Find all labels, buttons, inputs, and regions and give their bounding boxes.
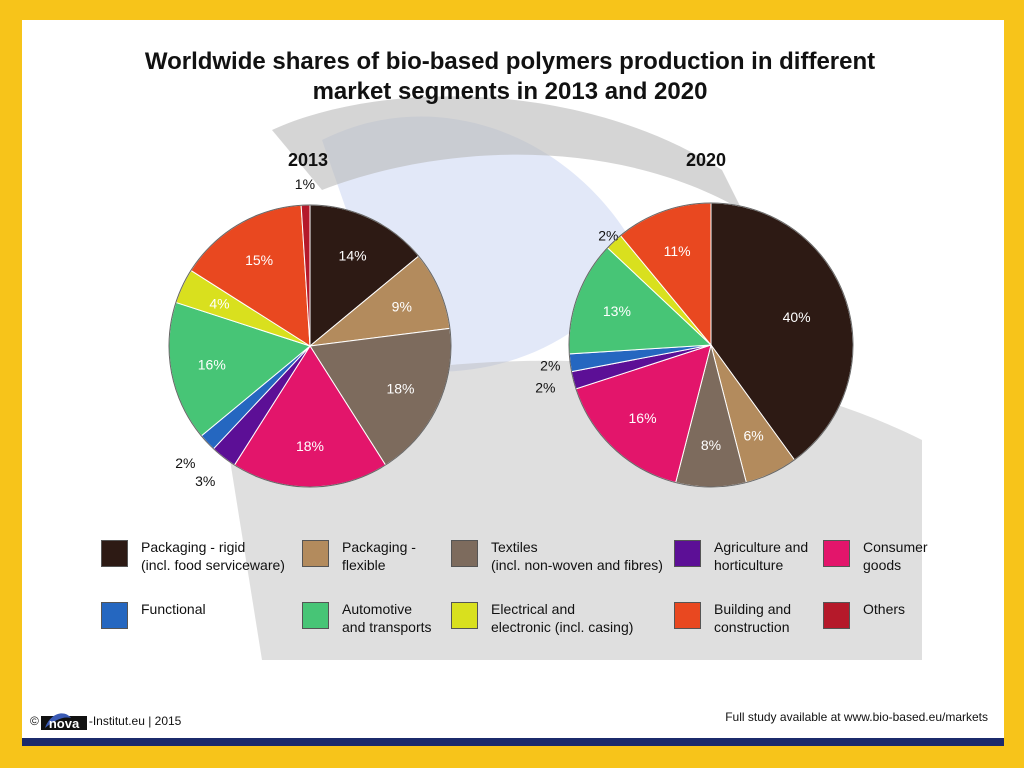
footer-credit: © nova -Institut.eu | 2015 <box>30 710 181 732</box>
institute-credit: -Institut.eu | 2015 <box>88 714 182 728</box>
legend-label: Others <box>863 601 906 617</box>
legend-label: Packaging - flexible <box>342 539 416 573</box>
pie-2013-label-0: 14% <box>339 248 367 264</box>
legend-item: Packaging - rigid (incl. food servicewar… <box>101 538 285 574</box>
frame-top <box>0 0 1024 20</box>
pie-2013-label-3: 18% <box>296 438 324 454</box>
pie-2020-label-1: 6% <box>743 427 763 443</box>
pie-title-2020: 2020 <box>686 150 727 170</box>
pie-2013-label-9: 1% <box>295 176 315 192</box>
legend-swatch <box>101 540 128 567</box>
pie-2020-label-0: 40% <box>783 309 811 325</box>
chart-title-line2: market segments in 2013 and 2020 <box>312 78 708 105</box>
pie-2020-label-7: 2% <box>598 228 618 244</box>
pie-2020-label-2: 8% <box>701 437 721 453</box>
legend-label: Consumer goods <box>863 539 928 573</box>
pie-2013-label-4: 3% <box>195 473 215 489</box>
legend-label: Automotive and transports <box>342 601 432 635</box>
legend-label: Agriculture and horticulture <box>714 539 809 573</box>
legend-swatch <box>101 602 128 629</box>
study-note: Full study available at www.bio-based.eu… <box>725 710 988 724</box>
legend-swatch <box>302 540 329 567</box>
pie-2013-outline <box>168 204 452 488</box>
pie-2020-label-4: 2% <box>535 380 555 396</box>
pie-2013-label-7: 4% <box>209 295 229 311</box>
legend-swatch <box>451 540 478 567</box>
nova-logo-icon: nova <box>40 713 87 731</box>
legend-label: Functional <box>141 601 206 617</box>
pie-2013-label-1: 9% <box>392 298 412 314</box>
legend-swatch <box>823 602 850 629</box>
frame-left <box>0 0 22 768</box>
pie-2013-label-8: 15% <box>245 252 273 268</box>
legend-label: Electrical and electronic (incl. casing) <box>491 601 634 635</box>
legend-swatch <box>674 540 701 567</box>
pie-2020-label-8: 11% <box>664 243 691 259</box>
copyright-symbol: © <box>30 714 39 728</box>
legend-item: Electrical and electronic (incl. casing) <box>451 600 633 636</box>
chart-title-line1: Worldwide shares of bio-based polymers p… <box>144 48 876 75</box>
legend-item: Textiles (incl. non-woven and fibres) <box>451 538 663 574</box>
pie-2013-label-2: 18% <box>386 381 414 397</box>
legend-swatch <box>823 540 850 567</box>
pie-2013-label-5: 2% <box>175 455 195 471</box>
pie-2020-label-5: 2% <box>540 357 560 373</box>
legend-item: Consumer goods <box>823 538 928 574</box>
legend-item: Others <box>823 600 905 629</box>
legend-item: Functional <box>101 600 206 629</box>
legend-label: Packaging - rigid (incl. food servicewar… <box>141 539 285 573</box>
svg-text:nova: nova <box>49 716 80 731</box>
bottom-accent-bar <box>22 738 1004 746</box>
legend-swatch <box>302 602 329 629</box>
pie-2013-label-6: 16% <box>198 357 226 373</box>
legend-swatch <box>451 602 478 629</box>
pie-2020-label-6: 13% <box>603 303 631 319</box>
pie-title-2013: 2013 <box>288 150 329 170</box>
legend-item: Building and construction <box>674 600 791 636</box>
legend-item: Automotive and transports <box>302 600 432 636</box>
legend-item: Packaging - flexible <box>302 538 416 574</box>
pie-2020-label-3: 16% <box>629 410 657 426</box>
frame-right <box>1004 0 1024 768</box>
legend-label: Building and construction <box>714 601 792 635</box>
frame-bottom <box>0 746 1024 768</box>
legend-item: Agriculture and horticulture <box>674 538 808 574</box>
pie-2020-outline <box>568 202 854 488</box>
legend-swatch <box>674 602 701 629</box>
legend-label: Textiles (incl. non-woven and fibres) <box>491 539 663 573</box>
